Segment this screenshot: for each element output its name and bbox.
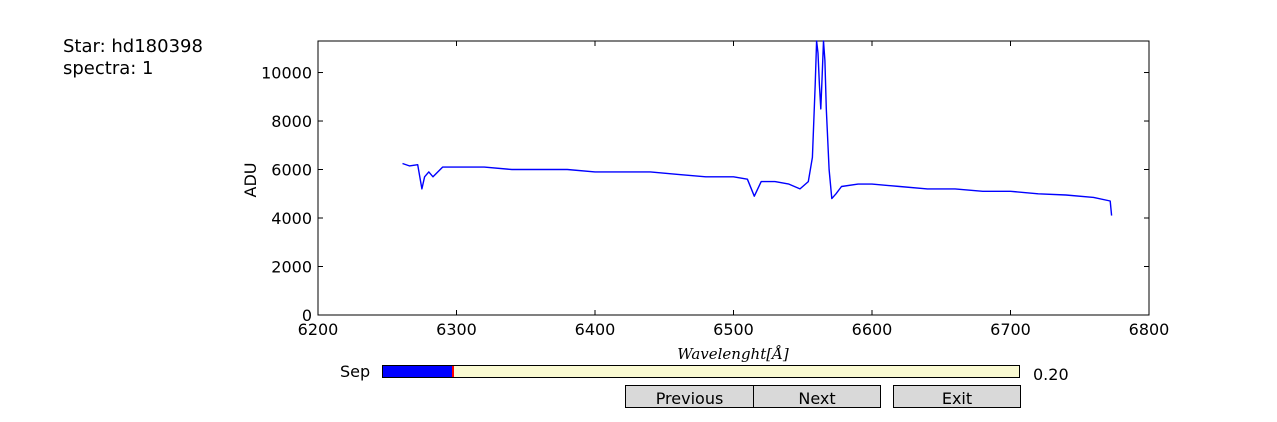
sep-slider-handle[interactable] — [452, 366, 454, 377]
y-tick-label: 8000 — [271, 112, 312, 131]
y-tick-label: 4000 — [271, 209, 312, 228]
y-axis-label: ADU — [241, 163, 260, 198]
x-tick-label: 6500 — [713, 320, 754, 339]
sep-slider-value: 0.20 — [1033, 365, 1069, 384]
plot-area — [317, 40, 1150, 316]
series-group — [402, 40, 1113, 216]
y-tick-label: 6000 — [271, 161, 312, 180]
axis-ticks: 6200 6300 6400 6500 6600 6700 6800 0 2000 4000 600… — [261, 41, 1169, 339]
sep-slider-fill — [383, 366, 453, 377]
sep-slider-label: Sep — [340, 362, 371, 381]
x-tick-label: 6600 — [852, 320, 893, 339]
x-tick-label: 6300 — [436, 320, 477, 339]
spectrum-line — [402, 40, 1113, 216]
star-name-label: Star: hd180398 — [63, 36, 203, 57]
star-info: Star: hd180398 spectra: 1 — [63, 36, 203, 80]
y-tick-label: 0 — [302, 306, 312, 325]
x-tick-label: 6800 — [1129, 320, 1170, 339]
x-tick-label: 6200 — [298, 320, 339, 339]
x-tick-label: 6700 — [990, 320, 1031, 339]
spectra-count-label: spectra: 1 — [63, 58, 154, 79]
x-tick-label: 6400 — [575, 320, 616, 339]
previous-button[interactable]: Previous — [625, 385, 754, 408]
exit-button[interactable]: Exit — [893, 385, 1021, 408]
y-tick-label: 10000 — [261, 64, 312, 83]
x-axis-label: Wavelenght[Å] — [677, 345, 789, 363]
next-button[interactable]: Next — [753, 385, 881, 408]
sep-slider[interactable] — [382, 365, 1020, 378]
y-tick-label: 2000 — [271, 258, 312, 277]
